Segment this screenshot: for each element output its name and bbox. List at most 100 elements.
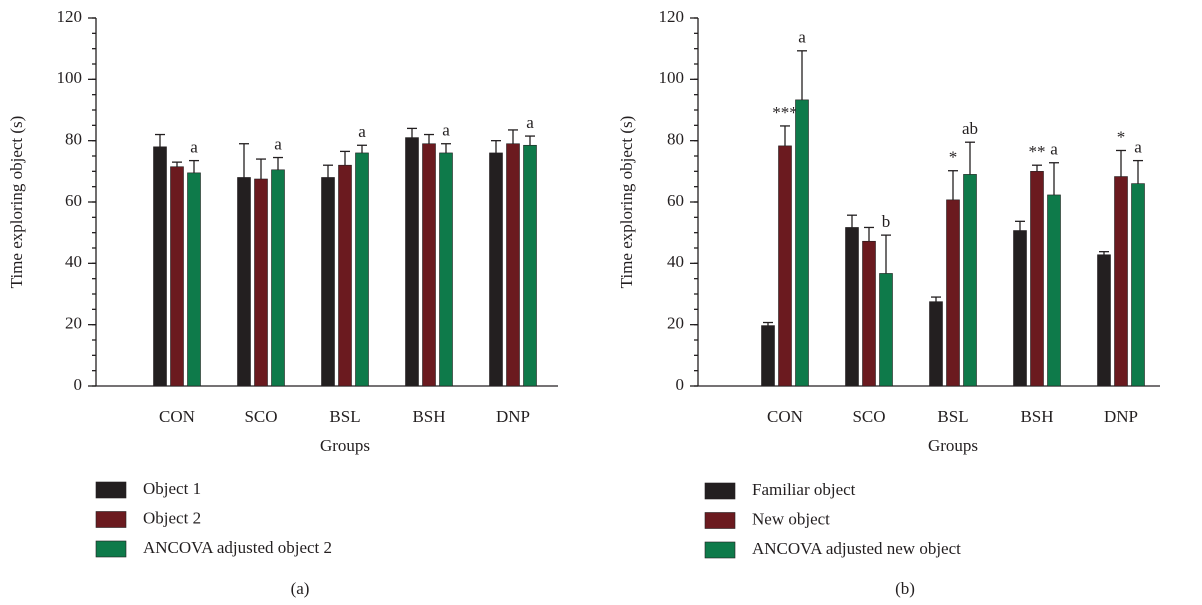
annotation: a: [358, 122, 366, 141]
panel-label: (b): [895, 579, 915, 598]
bar: [506, 143, 520, 387]
legend-swatch: [95, 511, 127, 528]
error-bar: [273, 156, 283, 170]
annotation: *: [1117, 127, 1126, 146]
error-bar: [1015, 220, 1025, 231]
bar: [489, 152, 503, 387]
error-bar: [881, 234, 891, 274]
bar: [439, 152, 453, 387]
bar: [963, 174, 977, 387]
bar: [1131, 183, 1145, 387]
y-tick-label: 20: [65, 314, 82, 333]
y-tick-label: 20: [667, 314, 684, 333]
x-tick-label: BSH: [412, 407, 445, 426]
error-bar: [155, 133, 165, 147]
error-bar: [441, 143, 451, 153]
y-tick-label: 40: [65, 252, 82, 271]
error-bar: [847, 214, 857, 228]
annotation: a: [1050, 140, 1058, 159]
legend-label: Object 2: [143, 508, 201, 527]
error-bar: [525, 135, 535, 146]
bar: [761, 325, 775, 387]
error-bar: [1116, 149, 1126, 177]
bar: [271, 169, 285, 387]
bar: [355, 152, 369, 387]
x-tick-label: CON: [159, 407, 195, 426]
bar: [929, 301, 943, 387]
error-bar: [491, 140, 501, 153]
y-tick-label: 60: [65, 191, 82, 210]
error-bar: [239, 143, 249, 178]
error-bar: [508, 129, 518, 144]
error-bar: [780, 125, 790, 146]
legend-label: Familiar object: [752, 480, 856, 499]
error-bar: [948, 170, 958, 200]
annotation: a: [526, 113, 534, 132]
bar: [170, 166, 184, 387]
y-tick-label: 60: [667, 191, 684, 210]
legend-swatch: [95, 481, 127, 499]
bar: [1114, 176, 1128, 387]
annotation: ab: [962, 119, 978, 138]
y-tick-label: 40: [667, 252, 684, 271]
annotation: b: [882, 212, 891, 231]
bar: [1013, 230, 1027, 387]
legend-swatch: [704, 482, 736, 500]
annotation: a: [442, 121, 450, 140]
bar: [879, 273, 893, 387]
legend-label: New object: [752, 509, 830, 528]
error-bar: [1049, 162, 1059, 195]
error-bar: [1133, 159, 1143, 184]
bar: [153, 146, 167, 387]
bar: [946, 199, 960, 387]
error-bar: [1032, 164, 1042, 172]
annotation: a: [190, 138, 198, 157]
legend-label: ANCOVA adjusted new object: [752, 539, 961, 558]
error-bar: [172, 161, 182, 167]
bar: [254, 178, 268, 387]
legend-swatch: [704, 541, 736, 559]
legend-swatch: [95, 540, 127, 558]
error-bar: [189, 159, 199, 173]
bar: [1047, 194, 1061, 387]
legend-swatch: [704, 512, 736, 529]
panel-label: (a): [291, 579, 310, 598]
bar: [795, 99, 809, 387]
x-tick-label: CON: [767, 407, 803, 426]
x-axis-label: Groups: [928, 436, 978, 455]
x-tick-label: BSL: [937, 407, 968, 426]
error-bar: [1099, 251, 1109, 255]
y-axis-label: Time exploring object (s): [617, 116, 636, 289]
error-bar: [323, 164, 333, 178]
annotation: **: [1029, 142, 1046, 161]
bar: [845, 227, 859, 387]
x-tick-label: DNP: [1104, 407, 1138, 426]
x-tick-label: SCO: [852, 407, 885, 426]
annotation: a: [274, 134, 282, 153]
y-tick-label: 0: [676, 375, 685, 394]
y-tick-label: 100: [659, 68, 685, 87]
error-bar: [763, 321, 773, 326]
error-bar: [424, 133, 434, 144]
bar: [321, 177, 335, 387]
annotation: ***: [772, 103, 798, 122]
x-tick-label: DNP: [496, 407, 530, 426]
bar: [405, 137, 419, 387]
error-bar: [797, 50, 807, 100]
y-axis-label: Time exploring object (s): [7, 116, 26, 289]
x-tick-label: SCO: [244, 407, 277, 426]
bar: [237, 177, 251, 387]
x-tick-label: BSH: [1020, 407, 1053, 426]
y-tick-label: 120: [57, 7, 83, 26]
y-tick-label: 0: [74, 375, 83, 394]
legend-label: ANCOVA adjusted object 2: [143, 538, 332, 557]
annotation: *: [949, 148, 958, 167]
x-tick-label: BSL: [329, 407, 360, 426]
y-tick-label: 120: [659, 7, 685, 26]
bar: [1097, 254, 1111, 387]
y-tick-label: 80: [667, 130, 684, 149]
error-bar: [256, 158, 266, 179]
annotation: a: [798, 28, 806, 47]
